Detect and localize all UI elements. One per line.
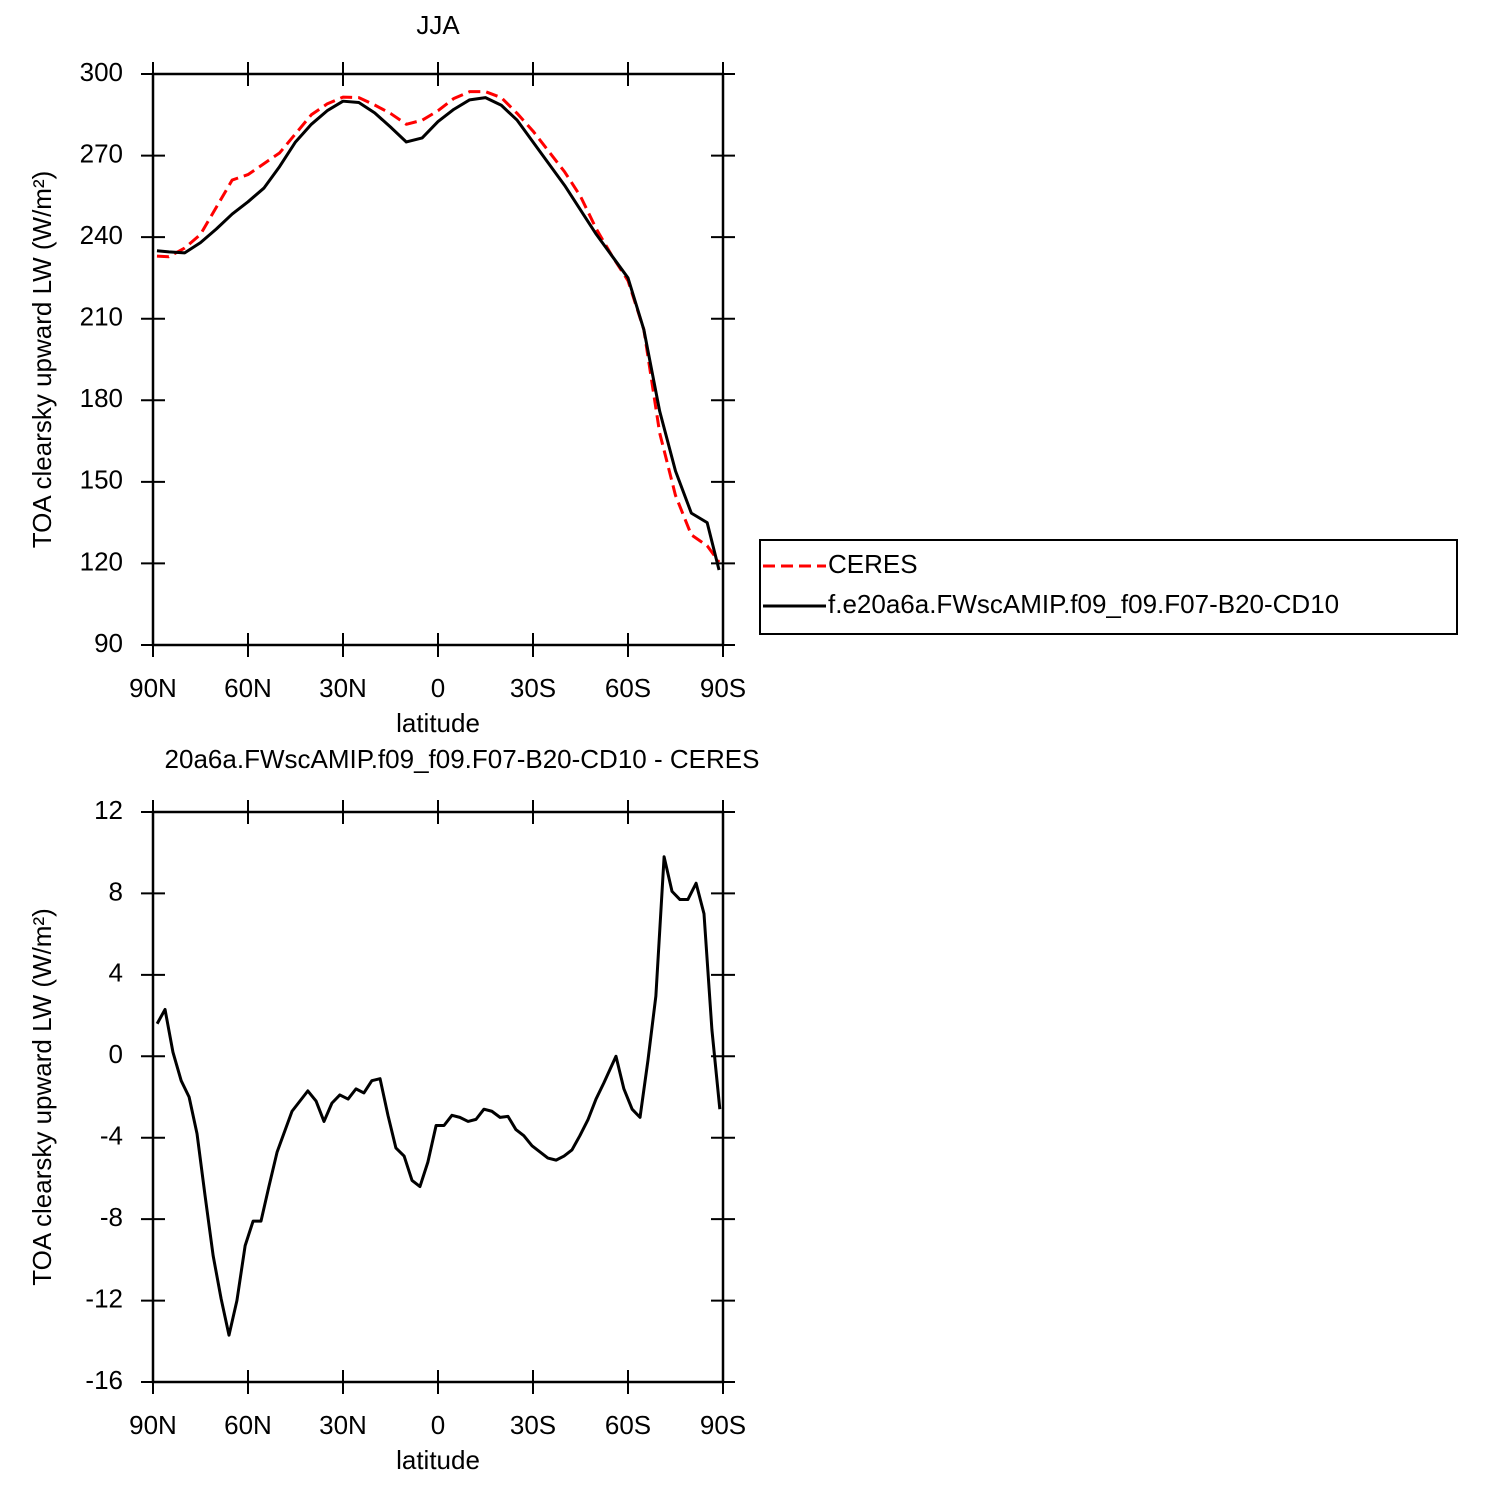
y-tick-label: -16 (85, 1365, 123, 1395)
x-tick-label: 30N (319, 1410, 367, 1440)
data-line (156, 90, 721, 563)
x-tick-label: 30N (319, 673, 367, 703)
legend-label: CERES (828, 549, 918, 579)
y-tick-label: 12 (94, 795, 123, 825)
x-tick-label: 30S (510, 673, 556, 703)
y-tick-label: 4 (109, 958, 123, 988)
x-tick-label: 60S (605, 673, 651, 703)
y-tick-label: -8 (100, 1202, 123, 1232)
x-tick-label: 60N (224, 1410, 272, 1440)
x-tick-label: 0 (431, 1410, 445, 1440)
y-tick-label: 270 (80, 138, 123, 168)
x-tick-label: 30S (510, 1410, 556, 1440)
x-axis-label: latitude (396, 1445, 480, 1475)
y-tick-label: 180 (80, 383, 123, 413)
y-tick-label: 8 (109, 876, 123, 906)
y-tick-label: 210 (80, 302, 123, 332)
legend-label: f.e20a6a.FWscAMIP.f09_f09.F07-B20-CD10 (828, 589, 1339, 619)
y-tick-label: 120 (80, 546, 123, 576)
y-tick-label: 240 (80, 220, 123, 250)
y-axis-label: TOA clearsky upward LW (W/m²) (27, 908, 57, 1286)
plot-frame (151, 72, 725, 647)
y-axis-label: TOA clearsky upward LW (W/m²) (27, 171, 57, 549)
x-tick-label: 60N (224, 673, 272, 703)
x-axis-label: latitude (396, 708, 480, 738)
y-tick-label: 90 (94, 628, 123, 658)
x-tick-label: 90N (129, 1410, 177, 1440)
x-tick-label: 0 (431, 673, 445, 703)
y-tick-label: -12 (85, 1283, 123, 1313)
x-tick-label: 90S (700, 1410, 746, 1440)
chart-title: JJA (416, 10, 460, 40)
y-tick-label: 0 (109, 1039, 123, 1069)
data-line (156, 96, 721, 571)
chart-title: 20a6a.FWscAMIP.f09_f09.F07-B20-CD10 - CE… (165, 744, 760, 774)
x-tick-label: 90N (129, 673, 177, 703)
y-tick-label: 300 (80, 57, 123, 87)
legend-box (759, 539, 1458, 635)
x-tick-label: 60S (605, 1410, 651, 1440)
y-tick-label: -4 (100, 1121, 123, 1151)
data-line (155, 855, 722, 1337)
x-tick-label: 90S (700, 673, 746, 703)
y-tick-label: 150 (80, 465, 123, 495)
plot-frame (151, 810, 725, 1384)
